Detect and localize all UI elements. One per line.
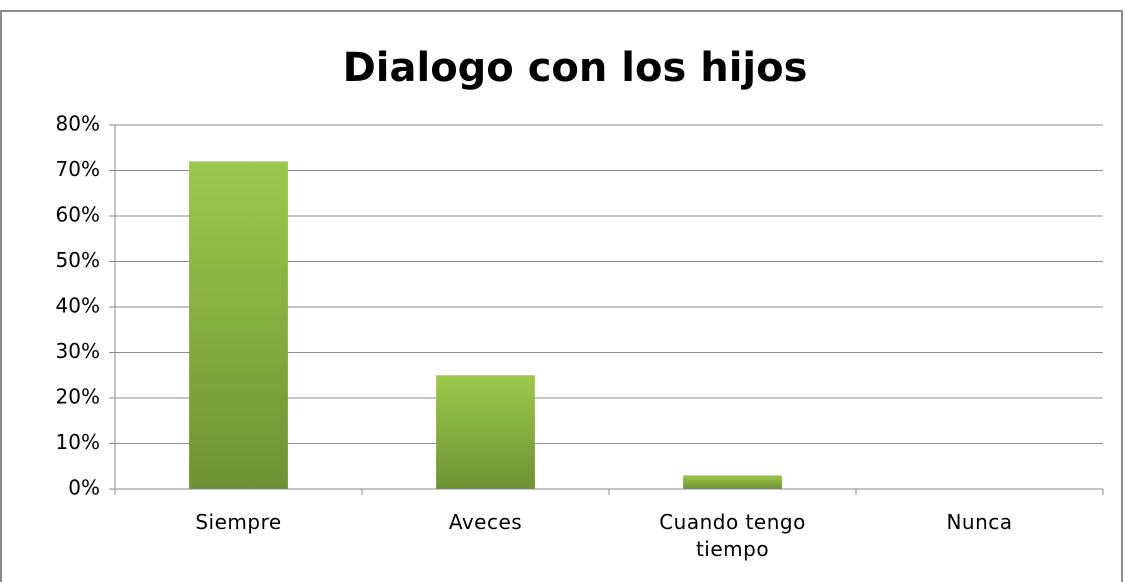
chart-title: Dialogo con los hijos bbox=[343, 45, 808, 91]
y-tick-label: 30% bbox=[56, 339, 100, 363]
x-tick-label: Siempre bbox=[195, 510, 282, 534]
y-tick-label: 40% bbox=[56, 294, 100, 318]
y-tick-label: 0% bbox=[68, 476, 100, 500]
bar bbox=[683, 475, 782, 489]
y-tick-label: 80% bbox=[56, 112, 100, 136]
x-tick-label: Nunca bbox=[946, 510, 1013, 534]
y-tick-label: 20% bbox=[56, 385, 100, 409]
y-tick-label: 60% bbox=[56, 203, 100, 227]
y-tick-label: 70% bbox=[56, 157, 100, 181]
bar bbox=[189, 161, 288, 489]
x-tick-label: Cuando tengo tiempo bbox=[659, 510, 806, 561]
y-tick-label: 10% bbox=[56, 430, 100, 454]
chart-border bbox=[0, 10, 1123, 582]
x-tick-label: Aveces bbox=[448, 510, 523, 534]
y-tick-label: 50% bbox=[56, 248, 100, 272]
bar bbox=[436, 375, 535, 489]
